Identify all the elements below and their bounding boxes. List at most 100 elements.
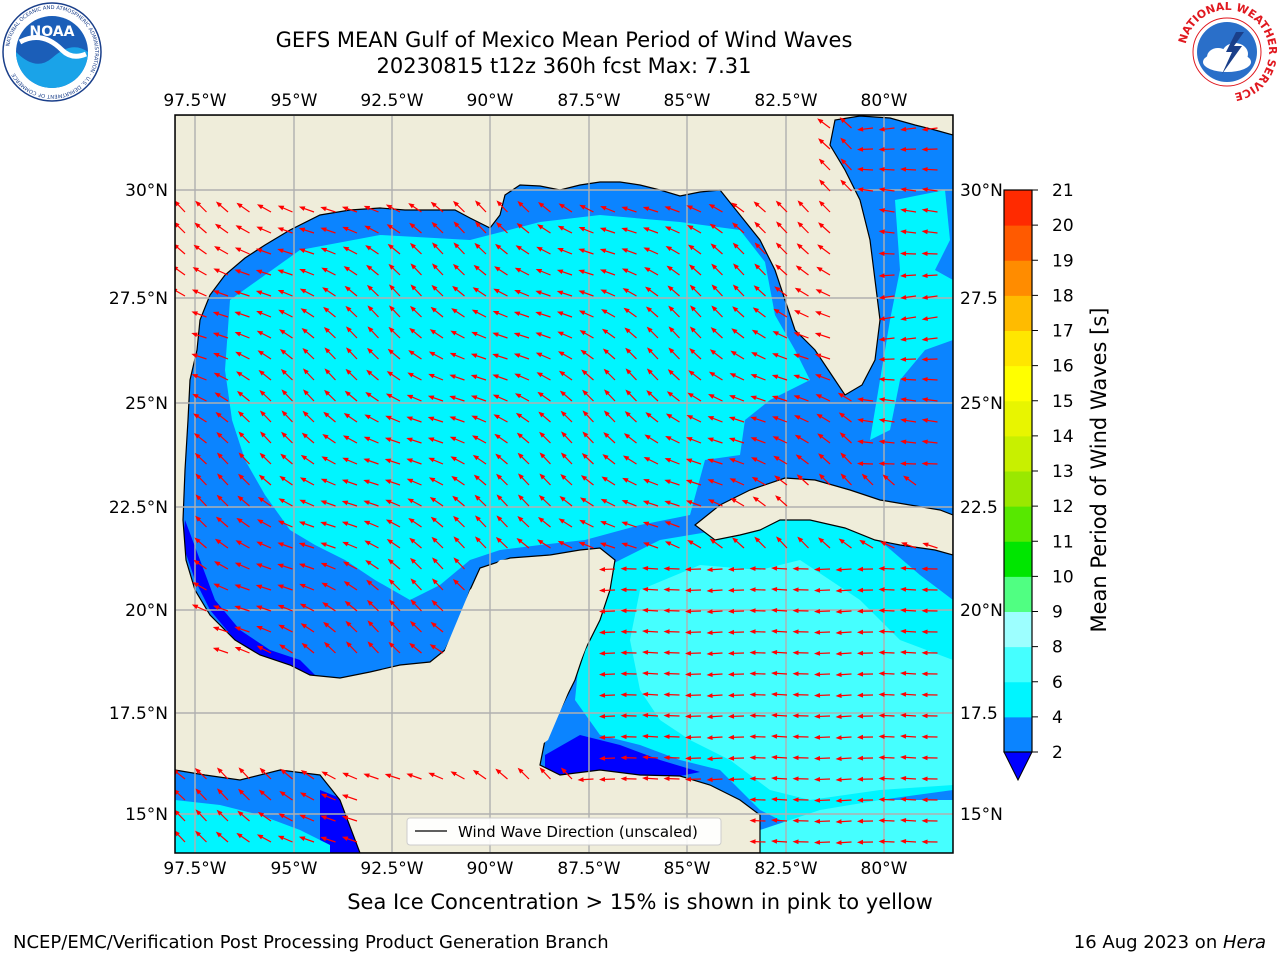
wave-arrow	[341, 206, 358, 213]
wave-arrow	[772, 353, 788, 360]
wave-arrow	[795, 454, 809, 465]
wave-arrow	[685, 608, 702, 614]
wave-arrow	[407, 372, 422, 381]
wave-arrow	[792, 692, 809, 698]
wave-arrow	[429, 329, 444, 339]
wave-arrow	[538, 495, 551, 507]
wave-arrow	[496, 200, 508, 213]
wave-arrow	[599, 734, 616, 740]
wave-arrow	[277, 604, 293, 612]
wave-arrow	[474, 221, 487, 234]
wave-arrow	[255, 605, 272, 612]
wave-arrow	[514, 373, 530, 381]
wave-arrow	[409, 327, 422, 339]
wave-arrow	[578, 269, 594, 276]
wave-arrow	[495, 243, 508, 255]
wave-arrow	[689, 348, 702, 360]
wave-arrow	[363, 773, 379, 780]
wave-arrow	[814, 608, 831, 614]
wave-arrow	[539, 473, 551, 486]
colorbar-tick-label: 18	[1052, 286, 1074, 306]
wave-direction-arrows	[175, 117, 938, 846]
wave-arrow	[277, 520, 293, 528]
land-yucatan-shade	[440, 550, 612, 760]
wave-arrow	[193, 433, 207, 444]
wave-arrow	[857, 439, 874, 445]
wave-arrow	[342, 226, 358, 234]
wave-arrow	[192, 582, 207, 591]
wave-arrow	[857, 418, 874, 423]
wave-arrow	[837, 392, 852, 402]
wave-arrow	[686, 415, 702, 423]
wave-arrow	[601, 328, 616, 339]
wave-arrow	[857, 650, 874, 656]
wave-arrow	[599, 566, 616, 572]
lat-label-left: 30°N	[125, 181, 168, 201]
colorbar-tick-label: 13	[1052, 462, 1074, 482]
wave-arrow	[538, 201, 551, 213]
wave-arrow	[643, 456, 659, 465]
wave-arrow	[749, 818, 766, 824]
wave-arrow	[664, 458, 680, 465]
wave-arrow	[621, 542, 637, 549]
wave-arrow	[300, 769, 315, 780]
wave-arrow	[387, 558, 401, 570]
colorbar-bin	[1004, 541, 1032, 577]
wave-arrow	[259, 389, 272, 402]
wave-arrow	[882, 474, 895, 486]
wave-arrow	[775, 242, 788, 255]
wave-arrow	[191, 332, 207, 339]
wave-arrow	[878, 439, 895, 445]
wave-arrow	[556, 311, 573, 318]
wave-arrow	[857, 629, 874, 635]
wave-arrow	[388, 284, 401, 297]
wave-arrow	[557, 225, 573, 234]
colorbar-bin	[1004, 400, 1032, 437]
wave-arrow	[410, 557, 422, 570]
wave-arrow	[256, 625, 272, 633]
wave-arrow	[840, 452, 852, 465]
colorbar-bin	[1004, 330, 1032, 367]
wave-arrow	[345, 305, 358, 318]
wave-arrow	[685, 650, 702, 656]
wave-arrow	[642, 775, 659, 781]
wave-arrow	[664, 500, 680, 507]
wave-arrow	[535, 268, 551, 276]
colorbar-bin	[1004, 471, 1032, 507]
wave-arrow	[857, 146, 874, 152]
wave-arrow	[730, 497, 745, 507]
wave-arrow	[535, 311, 551, 318]
wave-arrow	[814, 839, 831, 845]
wave-arrow	[559, 390, 573, 402]
wave-arrow	[642, 733, 659, 739]
wave-arrow	[495, 536, 508, 549]
wave-arrow	[878, 397, 895, 403]
wave-arrow	[817, 244, 831, 255]
wave-arrow	[216, 494, 229, 507]
wave-arrow	[364, 225, 379, 234]
wave-arrow	[536, 246, 551, 255]
wave-arrow	[453, 557, 465, 570]
wave-arrow	[342, 457, 358, 465]
wave-arrow	[749, 587, 766, 593]
wave-arrow	[280, 453, 293, 465]
wave-arrow	[234, 626, 250, 633]
wave-arrow	[900, 461, 917, 467]
colorbar-bin	[1004, 260, 1032, 296]
wave-arrow	[623, 433, 637, 444]
footer-credit: NCEP/EMC/Verification Post Processing Pr…	[13, 932, 609, 953]
wave-arrow	[900, 418, 917, 423]
wave-arrow	[363, 458, 379, 465]
wave-arrow	[470, 353, 487, 360]
nws-logo: NATIONAL WEATHER SERVICE	[1176, 2, 1278, 102]
lon-label-bottom: 85°W	[664, 859, 711, 879]
wave-arrow	[515, 245, 530, 255]
wave-arrow	[278, 309, 293, 318]
wave-arrow	[751, 329, 766, 339]
wave-arrow	[818, 158, 831, 171]
wave-arrow	[386, 539, 401, 549]
wave-arrow	[921, 566, 938, 572]
wave-arrow	[453, 515, 465, 528]
wave-arrow	[668, 326, 680, 339]
wave-arrow	[685, 587, 702, 593]
